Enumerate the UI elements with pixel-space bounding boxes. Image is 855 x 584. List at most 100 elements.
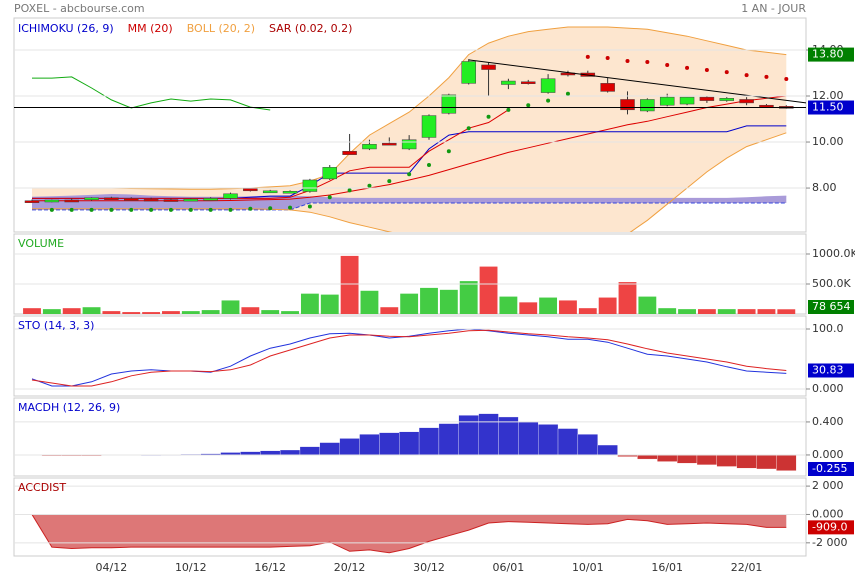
volume-bar [261,310,280,314]
macd-bar [756,454,777,470]
sar-dot [546,98,551,103]
volume-bar [380,307,399,314]
sar-dot [506,107,511,112]
candle-body [64,199,79,203]
sar-dot [764,74,769,79]
sar-dot [486,114,491,119]
candle-body [540,78,556,93]
macd-bar [538,424,559,456]
candle-body [24,200,40,203]
y-tick-label: 500.0K [812,277,851,290]
legend-entry: ICHIMOKU (26, 9) [18,22,114,35]
sar-dot [49,207,54,212]
sar-dot [268,206,273,211]
macd-bar [736,454,757,469]
candle-body [104,197,119,200]
macd-bar [676,454,698,464]
candle-body [282,191,298,194]
sar-dot [208,207,213,212]
volume-bar [23,308,41,314]
sar-dot [69,207,74,212]
volume-bar [658,308,677,314]
span-b [32,202,787,211]
y-tick-label: 10.00 [812,135,844,148]
macd-bar [279,449,301,456]
candle-body [382,142,397,146]
x-tick-label: 16/01 [651,561,683,574]
candle-body [679,96,695,105]
volume-bar [241,307,260,314]
macd-bar [299,446,320,456]
y-tick-label: 0.000 [812,448,844,461]
candle-body [739,99,754,104]
value-badge [808,363,854,378]
sar-dot [625,59,630,64]
period: 1 AN - JOUR [741,2,806,15]
volume-bar [479,266,498,314]
volume-bar [439,289,458,314]
macd-bar [696,454,717,466]
sar-dot [307,204,312,209]
panel-title: VOLUME [18,237,64,250]
candle-body [640,99,655,112]
sar-dot [784,76,789,81]
macd-bar [776,454,797,471]
panel-plot [31,514,787,554]
sar-dot [407,172,412,177]
candle-body [481,64,496,70]
y-tick-label: -2 000 [812,536,847,549]
panel-frame [13,397,807,477]
value-badge [808,47,854,62]
macd-bar [498,416,519,456]
candle-body [163,199,179,202]
volume-bar [678,309,696,314]
y-tick-label: 100.0 [812,322,844,335]
volume-bar [717,309,736,314]
y-tick-label: 1000.0K [812,247,855,260]
candle-body [143,198,159,202]
candle-body [362,144,377,150]
value-badge-label: 78 654 [812,300,851,313]
y-tick-label: 8.00 [812,181,837,194]
value-badge-label: 11.50 [812,101,844,114]
volume-bar [459,281,478,314]
candle-body [501,80,516,85]
candle-body [699,96,715,101]
volume-bar [62,308,81,314]
macd-bar [478,413,499,456]
candle-body [243,188,258,192]
volume-bar [697,309,716,314]
candle-body [759,104,774,108]
volume-bar [82,307,101,314]
sar-dot [645,59,650,64]
candle-body [262,190,278,194]
candle-body [342,150,357,155]
sar-dot [367,183,372,188]
x-tick-label: 10/01 [572,561,604,574]
candle-body [441,94,457,114]
candle-body [600,83,615,92]
volume-bar [499,296,518,314]
volume-bar [221,300,240,314]
volume-bar [757,309,776,314]
volume-bar [142,312,161,314]
macd-bar [716,454,737,467]
x-tick-label: 06/01 [493,561,525,574]
volume-bar [618,282,637,314]
value-badge [808,300,854,314]
macd-bar [577,434,598,456]
macd-bar [657,454,678,462]
x-tick-label: 30/12 [413,561,445,574]
panel-frame [13,315,807,397]
value-badge-label: -0.255 [812,462,847,475]
macd-bar [458,415,479,456]
source: POXEL - abcbourse.com [14,2,145,15]
sar-dot [744,73,749,78]
candle-body [223,193,238,199]
volume-bar [181,311,200,314]
accdist-line [31,514,787,554]
volume-bar [598,297,617,314]
volume-bar [420,287,438,314]
sar-dot [387,179,392,184]
